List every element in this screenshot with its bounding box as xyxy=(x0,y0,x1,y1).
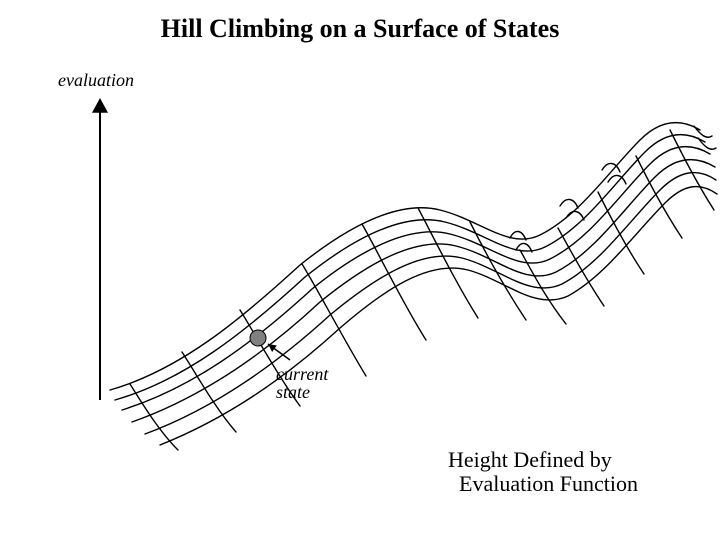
diagram-canvas: Hill Climbing on a Surface of States eva… xyxy=(0,0,720,540)
surface-svg xyxy=(0,0,720,540)
